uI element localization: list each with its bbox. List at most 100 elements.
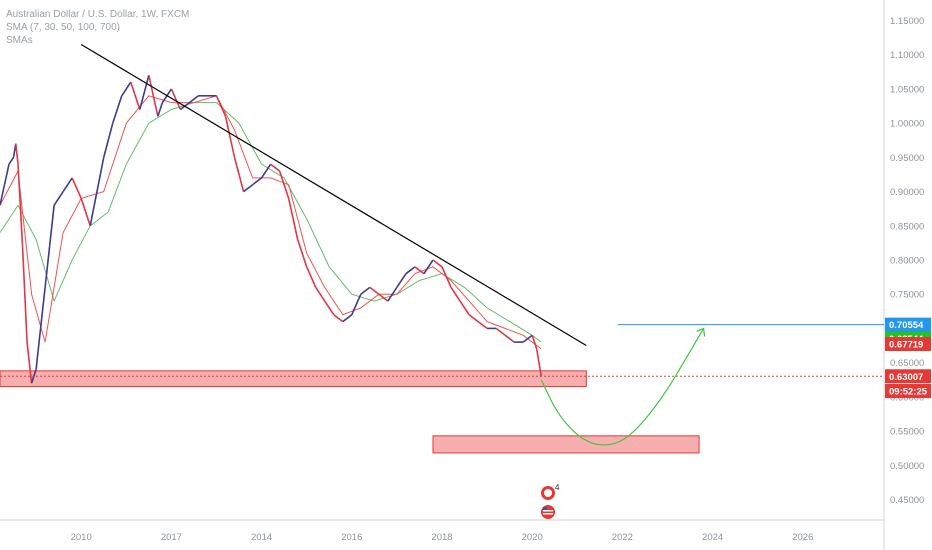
x-tick-label: 2024 bbox=[702, 532, 723, 543]
price-segment bbox=[477, 320, 488, 330]
projection-arrowhead bbox=[696, 327, 706, 337]
price-segment bbox=[432, 259, 443, 268]
price-segment bbox=[89, 191, 98, 226]
y-tick-label: 0.90000 bbox=[890, 187, 924, 198]
support-zone-1[interactable] bbox=[0, 370, 587, 388]
y-tick-label: 1.00000 bbox=[890, 119, 924, 130]
trend-line[interactable] bbox=[80, 43, 587, 347]
price-segment bbox=[243, 184, 254, 193]
sma-fast-line bbox=[0, 95, 542, 350]
projection-curve[interactable] bbox=[540, 328, 705, 446]
price-segment bbox=[278, 170, 290, 199]
price-segment bbox=[468, 314, 479, 323]
x-tick-label: 2022 bbox=[612, 532, 633, 543]
price-label-tag: 09:52:25 bbox=[885, 384, 931, 399]
y-tick-label: 0.80000 bbox=[890, 256, 924, 267]
price-segment bbox=[233, 157, 245, 192]
moving-averages bbox=[0, 95, 542, 350]
svg-text:0.63007: 0.63007 bbox=[889, 372, 923, 383]
y-tick-label: 1.05000 bbox=[890, 84, 924, 95]
price-segment bbox=[495, 327, 506, 336]
price-segment bbox=[260, 163, 272, 179]
price-segment bbox=[35, 328, 42, 370]
price-label-tag: 0.63007 bbox=[885, 369, 931, 384]
price-segment bbox=[324, 300, 335, 316]
price-segment bbox=[39, 287, 46, 329]
price-segment bbox=[21, 246, 28, 343]
price-segment bbox=[170, 88, 182, 110]
sma-slow-line bbox=[0, 102, 542, 343]
price-segment bbox=[423, 259, 434, 275]
y-tick-label: 0.55000 bbox=[890, 427, 924, 438]
price-segment bbox=[71, 177, 82, 199]
svg-text:4: 4 bbox=[555, 483, 560, 492]
price-segment bbox=[130, 81, 141, 110]
y-tick-label: 1.10000 bbox=[890, 50, 924, 61]
event-markers[interactable]: 4 bbox=[541, 483, 560, 519]
price-segment bbox=[450, 286, 461, 302]
price-segment bbox=[315, 286, 326, 302]
price-segment bbox=[531, 335, 538, 350]
support-zone-2[interactable] bbox=[432, 435, 700, 454]
y-tick-label: 0.85000 bbox=[890, 221, 924, 232]
price-segment bbox=[342, 314, 353, 323]
price-segment bbox=[48, 205, 55, 247]
price-segment bbox=[215, 95, 227, 117]
price-segment bbox=[96, 157, 105, 192]
price-segment bbox=[504, 334, 515, 343]
price-segment bbox=[26, 342, 33, 384]
price-segment bbox=[351, 293, 362, 316]
price-segment bbox=[252, 177, 263, 186]
price-segment bbox=[459, 300, 470, 316]
price-segment bbox=[522, 334, 533, 343]
us-flag-icon[interactable] bbox=[541, 505, 555, 519]
x-axis-ticks: 2010 2017 2014 2016 2018 2020 2022 2024 2026 bbox=[71, 532, 814, 543]
price-segment bbox=[102, 122, 114, 158]
y-tick-label: 1.15000 bbox=[890, 16, 924, 27]
price-segment bbox=[405, 266, 416, 275]
support-zones[interactable] bbox=[0, 370, 700, 454]
y-tick-label: 0.65000 bbox=[890, 358, 924, 369]
x-tick-label: 2020 bbox=[522, 532, 543, 543]
price-segment bbox=[53, 191, 64, 206]
y-tick-label: 0.45000 bbox=[890, 495, 924, 506]
price-segment bbox=[17, 164, 24, 247]
price-segment bbox=[387, 286, 398, 302]
svg-text:09:52:25: 09:52:25 bbox=[889, 387, 928, 398]
price-segment bbox=[333, 314, 344, 323]
smas-indicator-label[interactable]: SMAs bbox=[6, 35, 33, 46]
symbol-title[interactable]: Australian Dollar / U.S. Dollar, 1W, FXC… bbox=[6, 9, 190, 20]
chart-legend: Australian Dollar / U.S. Dollar, 1W, FXC… bbox=[6, 8, 189, 47]
price-segment bbox=[287, 198, 299, 240]
price-segment bbox=[270, 163, 281, 172]
price-segment bbox=[152, 95, 159, 117]
price-segment bbox=[305, 266, 317, 288]
x-tick-label: 2010 bbox=[71, 532, 92, 543]
price-segment bbox=[3, 164, 10, 185]
price-segment bbox=[378, 293, 389, 302]
y-tick-label: 0.50000 bbox=[890, 461, 924, 472]
price-segment bbox=[157, 102, 164, 117]
price-segment bbox=[8, 156, 15, 165]
price-segment bbox=[0, 184, 6, 206]
price-segment bbox=[224, 116, 236, 158]
price-segment bbox=[14, 143, 19, 165]
y-axis-ticks: 1.15000 1.10000 1.05000 1.00000 0.95000 0.900… bbox=[890, 16, 924, 506]
price-segment bbox=[80, 198, 91, 227]
x-tick-label: 2016 bbox=[341, 532, 362, 543]
price-segment bbox=[188, 95, 199, 104]
price-segment bbox=[44, 246, 51, 288]
sma-indicator-label[interactable]: SMA (7, 30, 50, 100, 700) bbox=[6, 22, 120, 33]
price-segment bbox=[535, 348, 543, 377]
price-segment bbox=[121, 81, 132, 97]
flag-marker-icon[interactable]: 4 bbox=[541, 483, 560, 500]
y-tick-label: 0.95000 bbox=[890, 153, 924, 164]
price-segment bbox=[441, 266, 452, 288]
price-segment bbox=[396, 273, 407, 288]
price-label-tag: 0.70554 bbox=[885, 317, 931, 332]
y-tick-label: 0.75000 bbox=[890, 290, 924, 301]
x-tick-label: 2018 bbox=[431, 532, 452, 543]
drawings[interactable] bbox=[0, 43, 884, 446]
